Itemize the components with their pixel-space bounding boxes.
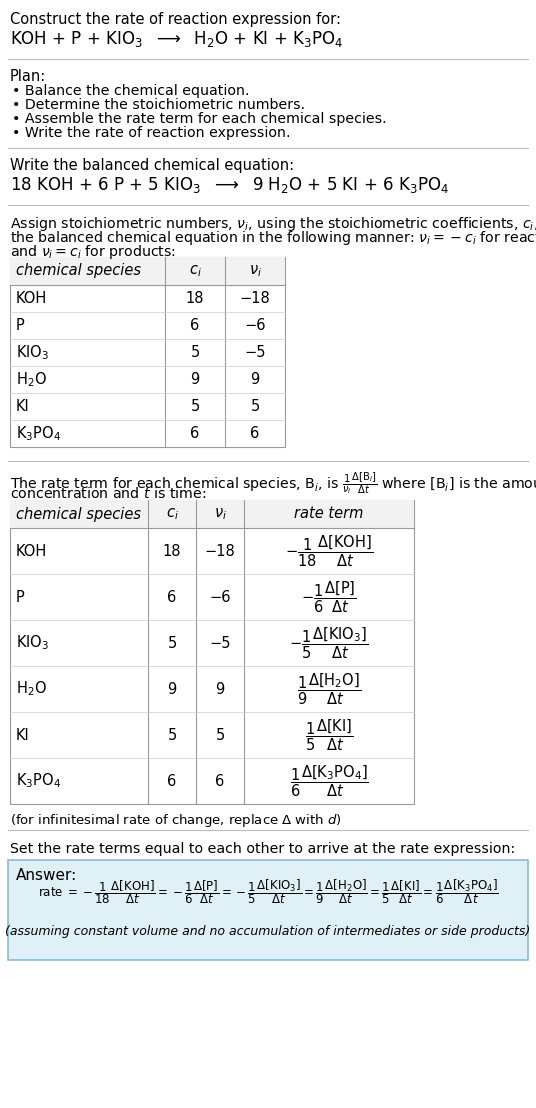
Text: 6: 6	[167, 589, 177, 605]
Text: 6: 6	[190, 425, 199, 441]
Text: 6: 6	[215, 773, 225, 789]
Text: (assuming constant volume and no accumulation of intermediates or side products): (assuming constant volume and no accumul…	[5, 925, 531, 938]
Text: $\nu_i$: $\nu_i$	[249, 263, 262, 279]
Text: KOH: KOH	[16, 544, 47, 558]
Text: −5: −5	[209, 636, 231, 650]
Text: KOH + P + KIO$_3$  $\longrightarrow$  H$_2$O + KI + K$_3$PO$_4$: KOH + P + KIO$_3$ $\longrightarrow$ H$_2…	[10, 29, 344, 49]
Text: • Assemble the rate term for each chemical species.: • Assemble the rate term for each chemic…	[12, 112, 386, 126]
Bar	[8, 860, 528, 960]
Text: $\dfrac{1}{6}\dfrac{\Delta[\mathrm{K_3PO_4}]}{\Delta t}$: $\dfrac{1}{6}\dfrac{\Delta[\mathrm{K_3PO…	[289, 763, 368, 799]
Text: −18: −18	[240, 291, 270, 306]
Text: 5: 5	[190, 345, 199, 360]
Text: 9: 9	[250, 372, 259, 387]
Text: • Balance the chemical equation.: • Balance the chemical equation.	[12, 84, 249, 98]
Text: 5: 5	[250, 399, 259, 414]
Text: K$_3$PO$_4$: K$_3$PO$_4$	[16, 424, 61, 443]
Text: 9: 9	[167, 681, 177, 697]
Text: 9: 9	[190, 372, 199, 387]
Text: KIO$_3$: KIO$_3$	[16, 343, 49, 362]
Text: Plan:: Plan:	[10, 69, 46, 84]
Text: 6: 6	[167, 773, 177, 789]
Text: rate $= -\dfrac{1}{18}\dfrac{\Delta[\mathrm{KOH}]}{\Delta t} = -\dfrac{1}{6}\dfr: rate $= -\dfrac{1}{18}\dfrac{\Delta[\mat…	[38, 878, 498, 906]
Text: KI: KI	[16, 399, 30, 414]
Text: −6: −6	[209, 589, 231, 605]
Text: H$_2$O: H$_2$O	[16, 679, 47, 698]
Text: −6: −6	[244, 318, 266, 334]
Text: H$_2$O: H$_2$O	[16, 370, 47, 389]
Text: 9: 9	[215, 681, 225, 697]
Text: 18 KOH + 6 P + 5 KIO$_3$  $\longrightarrow$  9 H$_2$O + 5 KI + 6 K$_3$PO$_4$: 18 KOH + 6 P + 5 KIO$_3$ $\longrightarro…	[10, 175, 449, 195]
Text: 18: 18	[163, 544, 181, 558]
Text: $-\dfrac{1}{6}\dfrac{\Delta[\mathrm{P}]}{\Delta t}$: $-\dfrac{1}{6}\dfrac{\Delta[\mathrm{P}]}…	[301, 579, 357, 615]
Text: $\nu_i$: $\nu_i$	[213, 506, 227, 522]
Text: $c_i$: $c_i$	[189, 263, 202, 279]
Text: 5: 5	[167, 728, 177, 742]
Text: concentration and $t$ is time:: concentration and $t$ is time:	[10, 486, 206, 501]
Text: chemical species: chemical species	[16, 506, 141, 522]
Text: Set the rate terms equal to each other to arrive at the rate expression:: Set the rate terms equal to each other t…	[10, 842, 515, 856]
Text: Construct the rate of reaction expression for:: Construct the rate of reaction expressio…	[10, 12, 341, 27]
Text: 6: 6	[250, 425, 259, 441]
Text: 5: 5	[215, 728, 225, 742]
Text: 18: 18	[186, 291, 204, 306]
Text: the balanced chemical equation in the following manner: $\nu_i = -c_i$ for react: the balanced chemical equation in the fo…	[10, 229, 536, 247]
Text: $\dfrac{1}{9}\dfrac{\Delta[\mathrm{H_2O}]}{\Delta t}$: $\dfrac{1}{9}\dfrac{\Delta[\mathrm{H_2O}…	[297, 671, 361, 707]
Text: chemical species: chemical species	[16, 264, 141, 278]
Text: K$_3$PO$_4$: K$_3$PO$_4$	[16, 771, 61, 790]
Bar	[10, 257, 285, 285]
Text: and $\nu_i = c_i$ for products:: and $\nu_i = c_i$ for products:	[10, 243, 176, 261]
Text: Assign stoichiometric numbers, $\nu_i$, using the stoichiometric coefficients, $: Assign stoichiometric numbers, $\nu_i$, …	[10, 215, 536, 233]
Text: The rate term for each chemical species, B$_i$, is $\frac{1}{\nu_i}\frac{\Delta[: The rate term for each chemical species,…	[10, 471, 536, 497]
Text: P: P	[16, 318, 25, 334]
Bar	[10, 500, 414, 804]
Text: rate term: rate term	[294, 506, 364, 522]
Text: $-\dfrac{1}{18}\dfrac{\Delta[\mathrm{KOH}]}{\Delta t}$: $-\dfrac{1}{18}\dfrac{\Delta[\mathrm{KOH…	[285, 533, 373, 568]
Text: KOH: KOH	[16, 291, 47, 306]
Text: $c_i$: $c_i$	[166, 506, 178, 522]
Bar	[10, 257, 285, 447]
Text: $\dfrac{1}{5}\dfrac{\Delta[\mathrm{KI}]}{\Delta t}$: $\dfrac{1}{5}\dfrac{\Delta[\mathrm{KI}]}…	[305, 717, 353, 752]
Text: −5: −5	[244, 345, 266, 360]
Text: 5: 5	[167, 636, 177, 650]
Text: (for infinitesimal rate of change, replace Δ with $d$): (for infinitesimal rate of change, repla…	[10, 812, 342, 829]
Text: P: P	[16, 589, 25, 605]
Text: 6: 6	[190, 318, 199, 334]
Text: Write the balanced chemical equation:: Write the balanced chemical equation:	[10, 158, 294, 173]
Text: KI: KI	[16, 728, 30, 742]
Text: Answer:: Answer:	[16, 868, 77, 883]
Bar	[10, 500, 414, 529]
Text: $-\dfrac{1}{5}\dfrac{\Delta[\mathrm{KIO_3}]}{\Delta t}$: $-\dfrac{1}{5}\dfrac{\Delta[\mathrm{KIO_…	[289, 625, 369, 660]
Text: 5: 5	[190, 399, 199, 414]
Text: • Write the rate of reaction expression.: • Write the rate of reaction expression.	[12, 126, 291, 140]
Text: • Determine the stoichiometric numbers.: • Determine the stoichiometric numbers.	[12, 98, 305, 112]
Text: KIO$_3$: KIO$_3$	[16, 634, 49, 653]
Text: −18: −18	[205, 544, 235, 558]
